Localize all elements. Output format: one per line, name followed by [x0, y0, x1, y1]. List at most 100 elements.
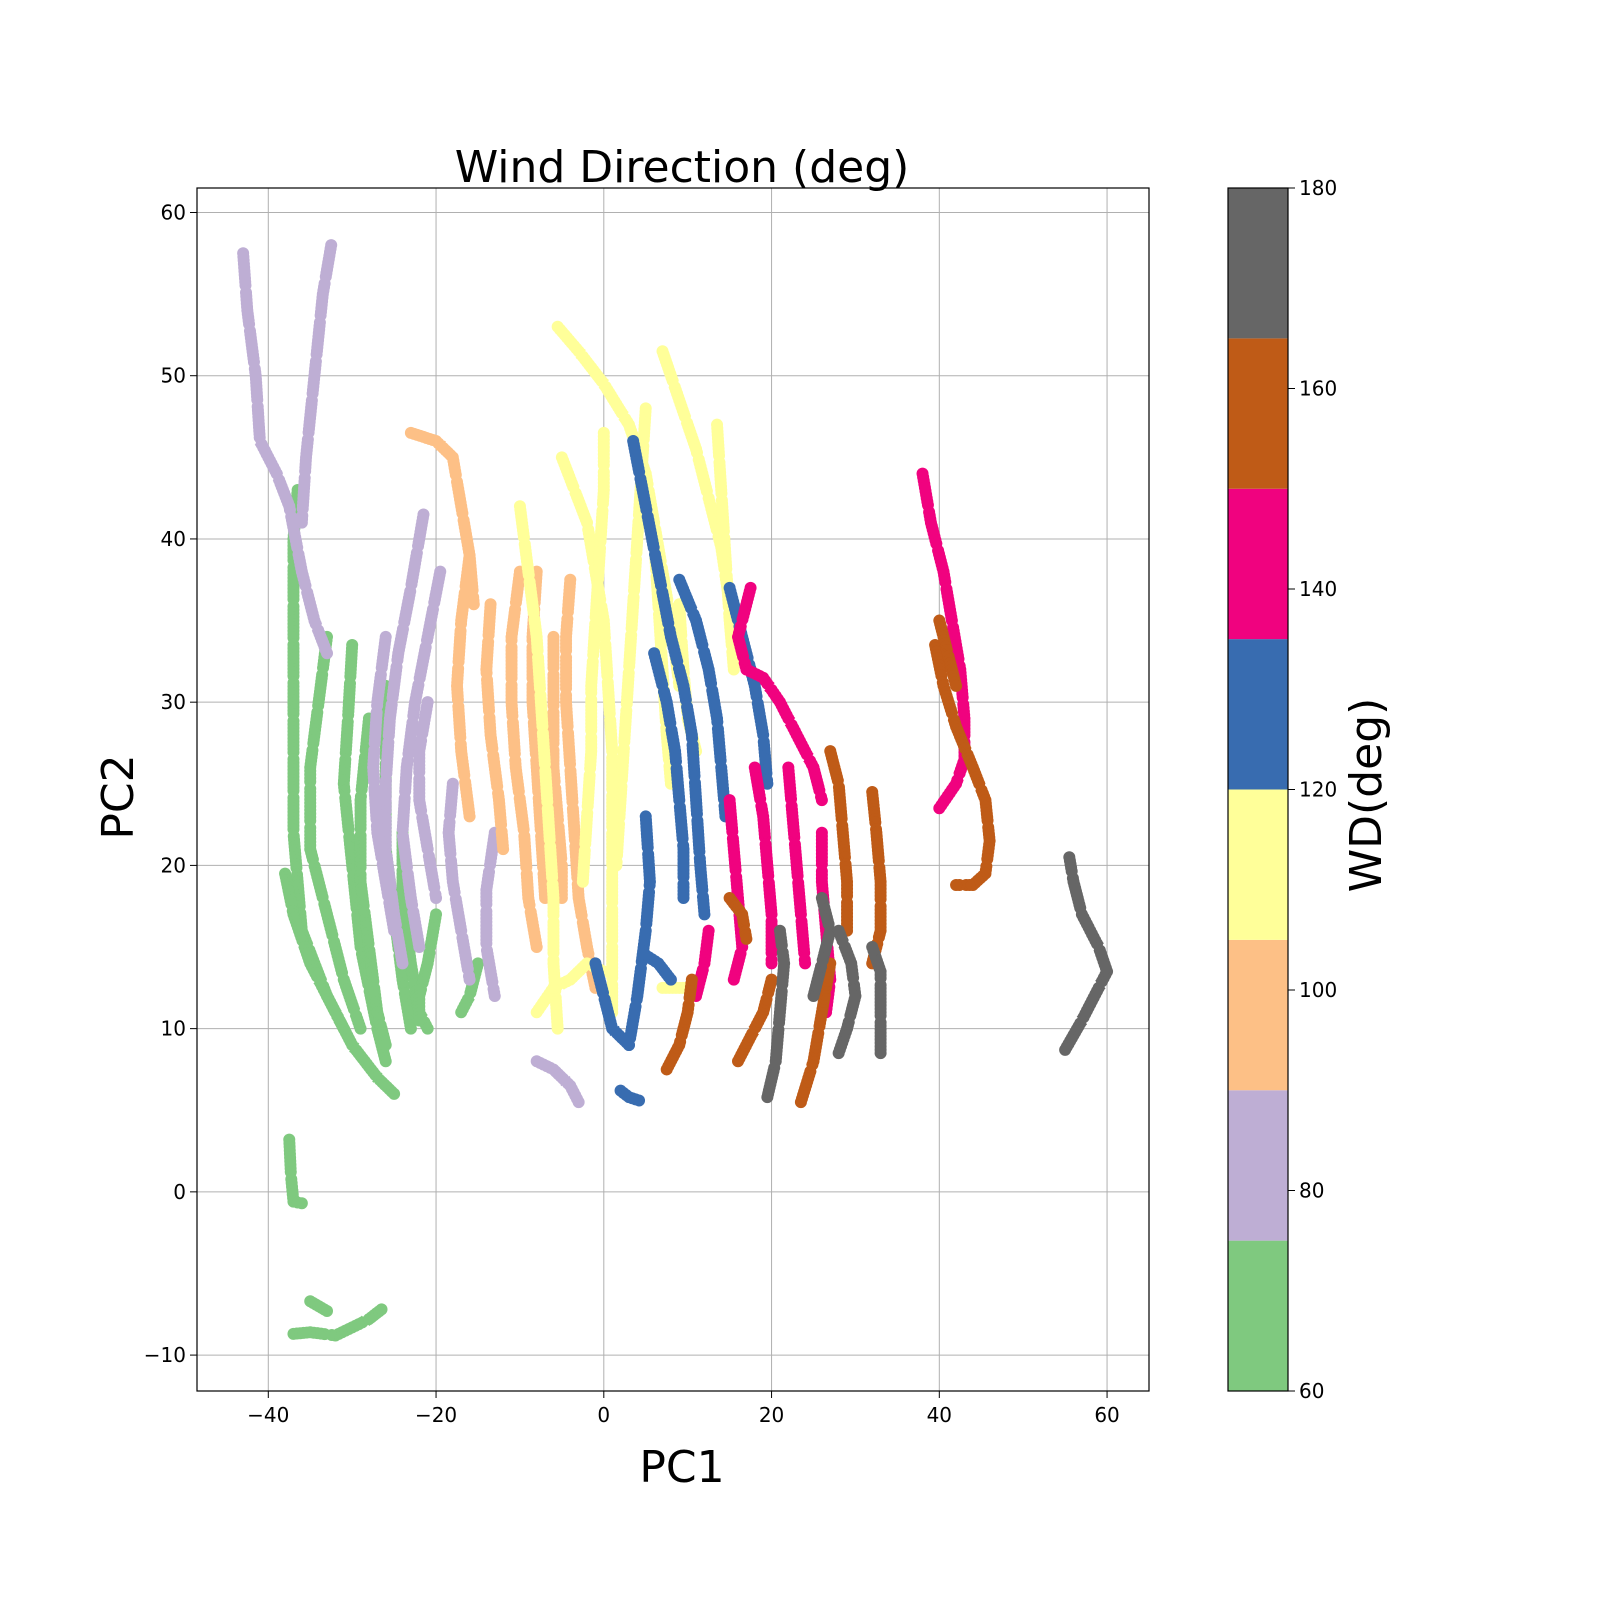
colorbar-segment: [1228, 488, 1288, 640]
scatter-point: [1063, 851, 1076, 864]
y-tick-label: 20: [161, 853, 186, 877]
colorbar-segment: [1228, 639, 1288, 790]
scatter-point: [379, 1038, 392, 1051]
scatter-point: [773, 924, 786, 937]
colorbar-segment: [1228, 789, 1288, 940]
scatter-point: [933, 802, 946, 815]
scatter-point: [576, 875, 589, 888]
scatter-point: [388, 924, 401, 937]
colorbar-tick-label: 160: [1299, 377, 1337, 401]
y-tick-label: 0: [173, 1180, 186, 1204]
scatter-track: [442, 777, 476, 986]
scatter-point: [321, 647, 334, 660]
scatter-point: [815, 794, 828, 807]
colorbar-segment: [1228, 939, 1288, 1091]
scatter-track: [451, 549, 476, 823]
scatter-track: [480, 598, 510, 856]
scatter-point: [467, 598, 480, 611]
scatter-point: [740, 932, 753, 945]
scatter-track: [404, 426, 480, 611]
scatter-track: [304, 1295, 334, 1318]
scatter-track: [237, 247, 334, 660]
scatter-track: [413, 696, 443, 905]
colorbar-segment: [1228, 1240, 1288, 1391]
scatter-point: [488, 989, 501, 1002]
scatter-point: [388, 1087, 401, 1100]
colorbar-tick-label: 180: [1299, 176, 1337, 200]
scatter-point: [321, 1305, 334, 1318]
scatter-point: [430, 892, 443, 905]
colorbar-tick-label: 120: [1299, 778, 1337, 802]
scatter-point: [421, 1022, 434, 1035]
scatter-point: [354, 1022, 367, 1035]
colorbar-tick-label: 140: [1299, 577, 1337, 601]
scatter-tracks: [237, 239, 1114, 1342]
scatter-point: [727, 973, 740, 986]
colorbar-tick-label: 100: [1299, 978, 1337, 1002]
chart-title: Wind Direction (deg): [455, 142, 910, 193]
colorbar-segment: [1228, 338, 1288, 489]
y-axis-label: PC2: [93, 754, 144, 839]
scatter-point: [866, 941, 879, 954]
scatter-point: [622, 1038, 635, 1051]
scatter-track: [505, 565, 543, 954]
scatter-track: [413, 908, 443, 1027]
scatter-point: [950, 679, 963, 692]
scatter-track: [367, 630, 401, 937]
y-tick-label: 10: [161, 1017, 186, 1041]
scatter-track: [354, 712, 392, 1051]
scatter-point: [404, 1022, 417, 1035]
scatter-point: [765, 973, 778, 986]
scatter-point: [698, 908, 711, 921]
scatter-point: [685, 973, 698, 986]
scatter-point: [551, 1022, 564, 1035]
scatter-point: [765, 957, 778, 970]
colorbar: [1228, 188, 1288, 1391]
colorbar-tick-label: 80: [1299, 1179, 1324, 1203]
colorbar-label: WD(deg): [1341, 698, 1392, 893]
x-tick-label: 20: [759, 1403, 784, 1427]
x-axis-label: PC1: [639, 1442, 724, 1493]
scatter-point: [455, 1006, 468, 1019]
scatter-track: [283, 1133, 308, 1210]
x-tick-label: 0: [597, 1403, 610, 1427]
x-tick-label: −40: [247, 1403, 289, 1427]
scatter-point: [295, 516, 308, 529]
scatter-point: [677, 892, 690, 905]
scatter-point: [375, 1303, 388, 1316]
colorbar-segment: [1228, 1090, 1288, 1241]
scatter-point: [572, 1096, 585, 1109]
scatter-track: [396, 565, 447, 954]
colorbar-tick-label: 60: [1299, 1379, 1324, 1403]
scatter-point: [799, 957, 812, 970]
y-tick-label: 50: [161, 364, 186, 388]
scatter-point: [295, 1197, 308, 1210]
scatter-point: [497, 843, 510, 856]
scatter-track: [530, 1055, 585, 1109]
scatter-track: [279, 867, 401, 1100]
scatter-point: [379, 1055, 392, 1068]
scatter-point: [530, 941, 543, 954]
scatter-point: [463, 973, 476, 986]
scatter-point: [413, 1014, 426, 1027]
scatter-point: [815, 892, 828, 905]
colorbar-segment: [1228, 188, 1288, 339]
scatter-point: [727, 663, 740, 676]
scatter-point: [633, 1094, 646, 1107]
scatter-point: [396, 957, 409, 970]
scatter-point: [664, 973, 677, 986]
y-tick-label: 30: [161, 690, 186, 714]
y-tick-label: 60: [161, 200, 186, 224]
scatter-track: [287, 1303, 388, 1342]
y-tick-label: −10: [144, 1343, 186, 1367]
x-tick-label: −20: [415, 1403, 457, 1427]
x-tick-label: 60: [1094, 1403, 1119, 1427]
x-tick-label: 40: [927, 1403, 952, 1427]
y-tick-label: 40: [161, 527, 186, 551]
scatter-point: [463, 810, 476, 823]
scatter-track: [295, 239, 338, 529]
scatter-point: [413, 941, 426, 954]
scatter-point: [950, 878, 963, 891]
